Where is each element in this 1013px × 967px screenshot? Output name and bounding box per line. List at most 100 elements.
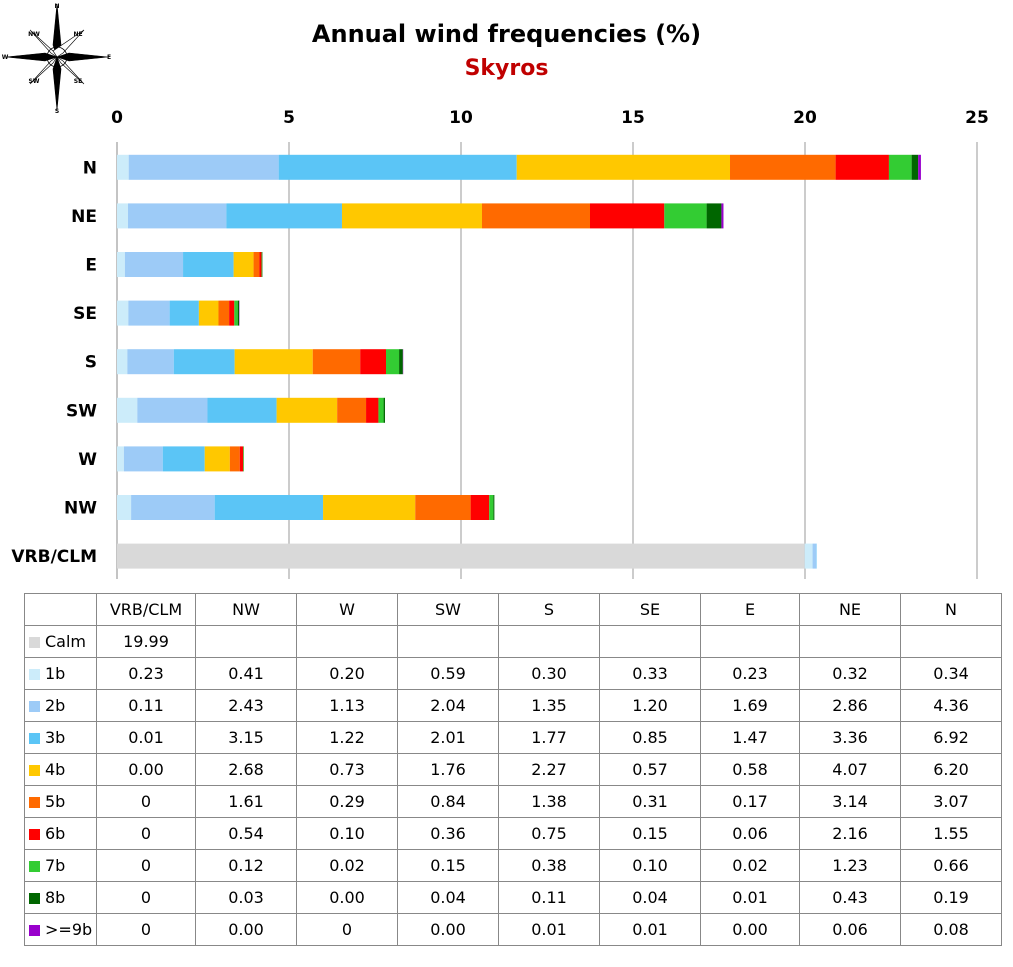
bar-segment	[117, 543, 805, 569]
table-cell: 0.00	[397, 913, 499, 946]
bar-segment	[128, 203, 227, 229]
legend-swatch	[29, 765, 40, 776]
legend-cell: 2b	[24, 689, 97, 722]
table-row: 8b 0 0.03 0.00 0.04 0.11 0.04 0.01 0.43 0.19	[24, 881, 1002, 914]
table-column-header: S	[498, 593, 600, 626]
table-cell: 0.36	[397, 817, 499, 850]
legend-label: 7b	[45, 856, 66, 875]
table-cell: 6.20	[900, 753, 1002, 786]
bar-segment	[835, 154, 889, 180]
bar-segment	[312, 349, 361, 375]
bar-segment	[128, 300, 170, 326]
compass-w-label: W	[2, 54, 9, 61]
table-cell: 3.07	[900, 785, 1002, 818]
bar-segment	[706, 203, 722, 229]
bar-segment	[169, 300, 199, 326]
table-cell: 0.31	[599, 785, 701, 818]
legend-swatch	[29, 669, 40, 680]
legend-label: 1b	[45, 664, 66, 683]
legend-cell: 1b	[24, 657, 97, 690]
bar-segment	[117, 495, 132, 520]
y-category-label: NE	[71, 207, 97, 227]
bar-segment	[337, 397, 367, 423]
bar-segment	[131, 495, 215, 520]
x-tick-label: 10	[449, 108, 473, 128]
legend-label: 6b	[45, 824, 66, 843]
table-header-row: VRB/CLM NW W SW S SE E NE N	[24, 593, 1002, 626]
table-row: 6b 0 0.54 0.10 0.36 0.75 0.15 0.06 2.16 1.55	[24, 817, 1002, 850]
table-row: 5b 0 1.61 0.29 0.84 1.38 0.31 0.17 3.14 3.07	[24, 785, 1002, 818]
compass-se-label: SE	[74, 78, 82, 85]
table-cell: 0.73	[296, 753, 398, 786]
bar-segment	[366, 397, 379, 423]
table-cell: 0.43	[799, 881, 901, 914]
legend-label: 3b	[45, 728, 66, 747]
table-cell	[599, 625, 701, 658]
bar-segment	[470, 495, 490, 520]
bar-segment	[386, 349, 400, 375]
table-cell: 0.00	[700, 913, 800, 946]
table-cell: 0.59	[397, 657, 499, 690]
legend-label: 4b	[45, 760, 66, 779]
bar-segment	[233, 252, 254, 277]
table-cell: 1.76	[397, 753, 499, 786]
table-cell	[397, 625, 499, 658]
bar-segment	[812, 543, 817, 569]
table-row: 2b 0.11 2.43 1.13 2.04 1.35 1.20 1.69 2.86 4.36	[24, 689, 1002, 722]
table-cell: 1.23	[799, 849, 901, 882]
y-category-label: S	[85, 353, 97, 373]
bar-segment	[127, 349, 174, 375]
table-cell: 0.10	[599, 849, 701, 882]
bar-segment	[123, 446, 163, 472]
legend-cell: 4b	[24, 753, 97, 786]
bar-segment	[239, 446, 244, 472]
bar-segment	[493, 495, 495, 520]
table-cell: 3.15	[195, 721, 297, 754]
bar-segment	[276, 397, 338, 423]
compass-e-label: E	[107, 54, 111, 61]
table-row: 7b 0 0.12 0.02 0.15 0.38 0.10 0.02 1.23 0.66	[24, 849, 1002, 882]
bar-segment	[198, 300, 219, 326]
table-cell: 0.58	[700, 753, 800, 786]
table-cell: 0.15	[599, 817, 701, 850]
x-tick-label: 0	[111, 108, 123, 128]
table-cell: 2.04	[397, 689, 499, 722]
legend-cell: 7b	[24, 849, 97, 882]
table-cell: 0	[96, 817, 196, 850]
legend-swatch	[29, 797, 40, 808]
table-cell: 0.30	[498, 657, 600, 690]
bar-segment	[399, 349, 403, 375]
table-cell: 0.20	[296, 657, 398, 690]
legend-cell: 8b	[24, 881, 97, 914]
bar-segment	[261, 252, 263, 277]
legend-label: 8b	[45, 888, 66, 907]
bar-segment	[664, 203, 707, 229]
table-cell: 19.99	[96, 625, 196, 658]
table-cell: 0	[96, 881, 196, 914]
bar-segment	[721, 203, 724, 229]
compass-n-label: N	[54, 3, 59, 10]
legend-label: >=9b	[45, 920, 93, 939]
table-column-header: VRB/CLM	[96, 593, 196, 626]
bar-segment	[259, 252, 262, 277]
legend-swatch	[29, 701, 40, 712]
legend-label: Calm	[45, 632, 87, 651]
bar-segment	[237, 300, 240, 326]
table-cell: 0.57	[599, 753, 701, 786]
table-cell: 0.66	[900, 849, 1002, 882]
legend-swatch	[29, 925, 40, 936]
legend-cell: 3b	[24, 721, 97, 754]
table-cell: 0.15	[397, 849, 499, 882]
bar-segment	[911, 154, 919, 180]
y-category-label: W	[78, 450, 97, 470]
table-cell: 0.06	[700, 817, 800, 850]
table-column-header: W	[296, 593, 398, 626]
bar-segment	[590, 203, 665, 229]
legend-cell: Calm	[24, 625, 97, 658]
table-cell	[700, 625, 800, 658]
table-cell: 2.43	[195, 689, 297, 722]
table-cell: 0	[96, 913, 196, 946]
legend-label: 5b	[45, 792, 66, 811]
table-cell: 0.00	[195, 913, 297, 946]
table-cell: 0.11	[498, 881, 600, 914]
